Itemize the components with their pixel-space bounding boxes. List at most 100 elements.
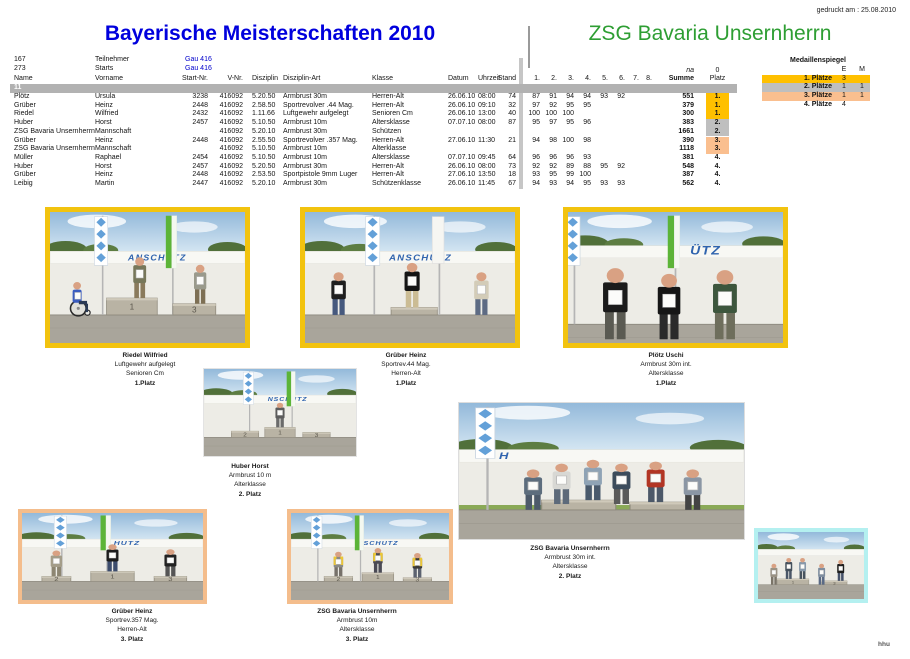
cell-disziplin-art: Armbrust 30m (283, 162, 327, 170)
cell-platz: 3. (706, 145, 729, 154)
caption-name: Grüber Heinz (385, 352, 427, 359)
cell-score-2: 91 (549, 93, 557, 100)
cell-uhrzeit: 08:00 (478, 162, 496, 170)
cell-score-2: 97 (549, 119, 557, 127)
svg-text:3: 3 (416, 578, 420, 583)
svg-text:3: 3 (315, 433, 319, 438)
cell-summe: 387 (682, 171, 694, 179)
cell-vnr: 416092 (219, 127, 243, 135)
podium-scene: ANSCHÜTZ (305, 212, 515, 343)
podium-scene: HUTZ 2 1 3 (22, 513, 203, 600)
medal-row-label: 3. Plätze (803, 91, 832, 99)
cell-summe: 548 (682, 162, 694, 170)
stats-row-starts: 273 Starts Gau 416 (0, 65, 910, 74)
cell-startnr: 2454 (192, 153, 208, 161)
caption-name: Plötz Uschi (648, 352, 684, 359)
caption-class: Herren-Alt (391, 370, 421, 378)
caption-discipline: Armbrust 10m (336, 617, 378, 625)
header-stand: Stand (497, 75, 516, 82)
cell-vnr: 416092 (219, 136, 243, 144)
medal-row-label: 1. Plätze (803, 74, 832, 82)
svg-text:1: 1 (792, 580, 795, 585)
podium-scene: H (459, 403, 744, 539)
caption-discipline: Armbrust 30m int. (544, 554, 596, 562)
header-score-3: 3. (568, 75, 574, 82)
table-subheader-row: na 0 (0, 67, 910, 76)
cell-score-5: 93 (600, 93, 608, 100)
cell-stand: 18 (508, 171, 516, 179)
caption-name: Riedel Wilfried (122, 352, 168, 359)
participants-count: 167 (14, 56, 26, 63)
cell-vorname: Horst (95, 162, 112, 170)
cell-score-4: 88 (583, 162, 591, 170)
cell-score-3: 99 (566, 171, 574, 179)
page-title-club: ZSG Bavaria Unsernherrn (588, 22, 832, 45)
podium-scene: ÜTZ (568, 212, 783, 343)
table-row: Huber Horst 2457 416092 5.20.50 Armbrust 30m H… (0, 163, 910, 172)
medal-count-e: 1 (842, 91, 846, 99)
cell-disziplin: 2.55.50 (252, 136, 276, 144)
printed-date: gedruckt am : 25.08.2010 (816, 7, 896, 14)
cell-disziplin: 2.53.50 (252, 171, 276, 179)
cell-score-3: 96 (566, 153, 574, 161)
svg-text:1: 1 (376, 576, 380, 581)
svg-text:2: 2 (337, 577, 341, 582)
caption-place: 3. Platz (120, 635, 144, 643)
cell-score-2: 92 (549, 162, 557, 170)
header-score-6: 6. (619, 75, 625, 82)
cell-score-3: 100 (562, 110, 574, 118)
cell-name: Müller (14, 153, 34, 161)
cell-platz: 1. (706, 93, 729, 102)
header-disziplin-art: Disziplin-Art (283, 75, 321, 82)
cell-score-3: 95 (566, 119, 574, 127)
cell-score-1: 94 (532, 136, 540, 144)
header-name: Name (14, 75, 33, 82)
group-row-band: 11 (10, 84, 737, 93)
cell-name: Plötz (14, 93, 30, 100)
cell-platz: 4. (714, 171, 721, 179)
cell-vorname: Wilfried (95, 110, 119, 118)
cell-datum: 27.06.10 (448, 136, 476, 144)
cell-score-1: 97 (532, 101, 540, 109)
medal-row-label: 4. Plätze (803, 100, 832, 108)
cell-disziplin: 1.11.66 (252, 110, 275, 118)
header-disziplin: Disziplin (252, 75, 279, 82)
cell-summe: 1661 (678, 127, 694, 135)
cell-score-1: 87 (532, 93, 540, 100)
cell-klasse: Altersklasse (372, 153, 410, 161)
header-klasse: Klasse (372, 75, 394, 82)
table-row: ZSG Bavaria Unsernherrn Mannschaft 416092 5… (0, 127, 910, 137)
cell-disziplin: 5.10.50 (252, 153, 276, 161)
cell-score-2: 95 (549, 171, 557, 179)
cell-vorname: Mannschaft (95, 127, 132, 135)
cell-disziplin: 5.20.50 (252, 162, 276, 170)
cell-disziplin-art: Armbrust 10m (283, 153, 327, 161)
svg-text:ANSCHÜTZ: ANSCHÜTZ (127, 252, 187, 262)
cell-uhrzeit: 09:45 (478, 153, 496, 161)
cell-vnr: 416092 (219, 145, 243, 153)
cell-klasse: Herren-Alt (372, 93, 404, 100)
cell-vnr: 416092 (219, 93, 243, 100)
cell-datum: 26.06.10 (448, 162, 476, 170)
medal-row: 2. Plätze 1 1 (762, 83, 870, 92)
table-row: Plötz Ursula 3238 416092 5.20.50 Armbrust 30m… (0, 93, 910, 102)
svg-text:ANSCHÜTZ: ANSCHÜTZ (388, 253, 452, 262)
cell-score-4: 100 (579, 171, 591, 179)
caption-place: 3. Platz (345, 635, 369, 643)
svg-text:HUTZ: HUTZ (114, 540, 141, 546)
cell-vnr: 416092 (219, 180, 243, 187)
svg-text:NSCHUTZ: NSCHUTZ (357, 541, 398, 547)
caption-discipline: Armbrust 30m int. (640, 361, 692, 369)
cell-platz: 2. (706, 127, 729, 137)
cell-disziplin-art: Luftgewehr aufgelegt (283, 110, 349, 118)
cell-summe: 381 (682, 153, 694, 161)
cell-disziplin: 5.20.10 (252, 180, 276, 187)
svg-text:2: 2 (54, 577, 59, 583)
table-row: Grüber Heinz 2448 416092 2.55.50 Sportrevolve… (0, 136, 910, 146)
cell-score-3: 100 (562, 136, 574, 144)
cell-uhrzeit: 11:30 (478, 136, 495, 144)
podium-scene: ANSCHÜTZ 1 3 (50, 212, 245, 343)
caption-class: Altersklasse (648, 370, 684, 378)
cell-disziplin: 2.58.50 (252, 101, 276, 109)
medal-table-title: Medaillenspiegel (789, 57, 847, 64)
